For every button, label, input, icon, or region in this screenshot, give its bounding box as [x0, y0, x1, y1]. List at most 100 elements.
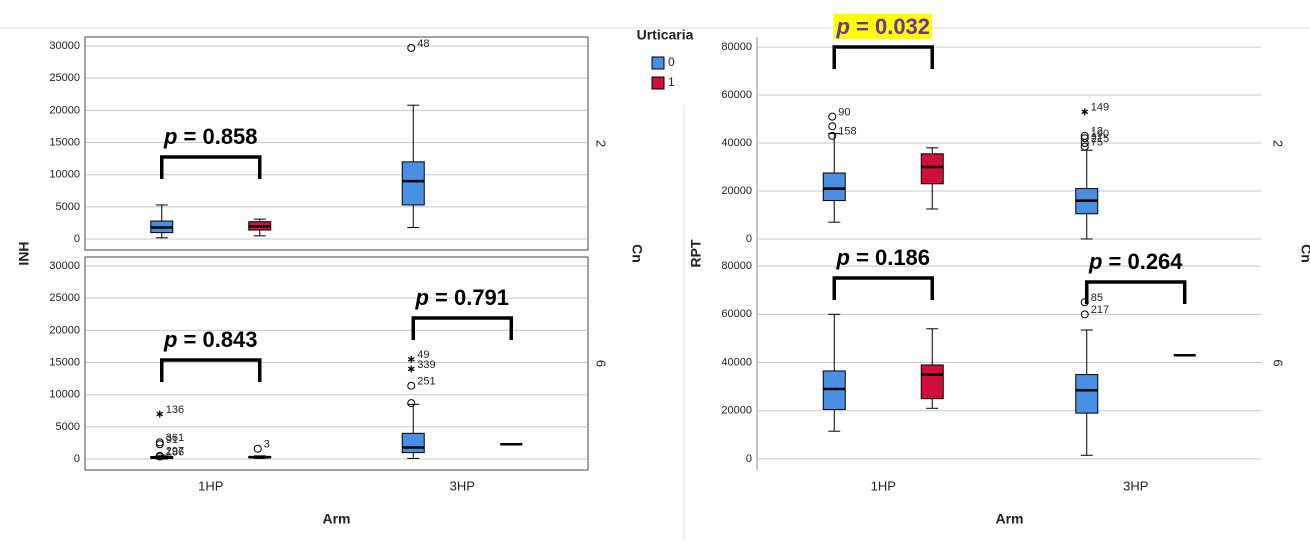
p-value: p = 0.791 [414, 285, 509, 310]
facet-label: 6 [1271, 359, 1286, 366]
y-tick-label: 10000 [49, 169, 80, 181]
y-tick-label: 60000 [721, 89, 752, 101]
y-tick-label: 80000 [721, 41, 752, 53]
box [822, 172, 846, 202]
outlier [407, 399, 416, 408]
outlier-label: 48 [417, 38, 429, 50]
panel-frame [84, 256, 589, 471]
outlier-label: 75 [1091, 137, 1103, 149]
outlier [1080, 310, 1089, 319]
outlier-label: 297 [166, 446, 184, 458]
outlier-label: 3 [264, 439, 270, 451]
y-tick-label: 80000 [721, 260, 752, 272]
x-tick-label: 3HP [1123, 478, 1148, 493]
x-tick-label: 1HP [871, 478, 896, 493]
outlier-label: 158 [838, 126, 856, 138]
highlight [833, 13, 933, 39]
outlier [828, 112, 837, 121]
facet-label: 2 [1271, 140, 1286, 147]
bracket [411, 316, 513, 340]
y-tick-label: 5000 [56, 421, 80, 433]
p-rest: = 0.843 [177, 327, 257, 352]
outlier-label: 149 [1091, 102, 1109, 114]
y-tick-label: 0 [746, 233, 752, 245]
y-tick-label: 10000 [49, 389, 80, 401]
y-tick-label: 20000 [49, 324, 80, 336]
y-axis-label: INH [16, 241, 32, 265]
y-tick-label: 20000 [721, 185, 752, 197]
outlier-label: 339 [417, 359, 435, 371]
outlier [1080, 142, 1089, 151]
p-value: p = 0.858 [163, 124, 258, 149]
outlier-label: 136 [166, 404, 184, 416]
p-value: p = 0.843 [163, 327, 258, 352]
bracket [832, 276, 934, 300]
p-rest: = 0.791 [429, 285, 509, 310]
y-tick-label: 15000 [49, 136, 80, 148]
outlier-label: 215 [1091, 133, 1109, 145]
y-tick-label: 40000 [721, 356, 752, 368]
panel-frame [84, 36, 589, 251]
legend-label: 0 [668, 55, 675, 69]
y-tick-label: 15000 [49, 356, 80, 368]
p-symbol: p [1088, 249, 1102, 274]
outlier [155, 440, 164, 449]
outlier-label: 217 [1091, 304, 1109, 316]
p-symbol: p [835, 14, 849, 39]
outlier-extreme [1081, 108, 1089, 116]
outlier [253, 444, 262, 453]
bracket [160, 155, 262, 179]
p-value: p = 0.186 [835, 245, 930, 270]
facet-label: 6 [594, 360, 609, 367]
y-tick-label: 5000 [56, 201, 80, 213]
box [920, 364, 944, 400]
outlier [1080, 134, 1089, 143]
p-rest: = 0.264 [1102, 249, 1183, 274]
outlier [828, 122, 837, 131]
legend-label: 1 [668, 75, 675, 89]
y-tick-label: 30000 [49, 260, 80, 272]
box [401, 161, 425, 206]
p-symbol: p [163, 327, 177, 352]
outlier-extreme [407, 355, 415, 363]
outlier-label: 190 [1091, 128, 1109, 140]
outlier-label: 186 [166, 446, 184, 458]
p-rest: = 0.032 [850, 14, 930, 39]
bracket [1085, 280, 1187, 304]
y-tick-label: 25000 [49, 72, 80, 84]
box [1075, 374, 1099, 414]
y-tick-label: 20000 [49, 104, 80, 116]
facet-label: 2 [594, 140, 609, 147]
outlier [1080, 139, 1089, 148]
outlier [407, 381, 416, 390]
p-value: p = 0.264 [1088, 249, 1183, 274]
outlier [155, 452, 164, 461]
p-value: p = 0.032 [835, 14, 930, 39]
outlier-label: 49 [417, 349, 429, 361]
p-symbol: p [414, 285, 428, 310]
outlier-label: 361 [166, 432, 184, 444]
x-tick-label: 3HP [450, 478, 475, 493]
y-tick-label: 20000 [721, 405, 752, 417]
y-axis-label: RPT [688, 239, 704, 267]
facet-title: Cn [629, 244, 645, 263]
legend-swatch [651, 56, 665, 70]
x-tick-label: 1HP [198, 478, 223, 493]
y-tick-label: 60000 [721, 308, 752, 320]
y-tick-label: 25000 [49, 292, 80, 304]
x-axis-label: Arm [322, 511, 350, 527]
outlier-label: 91 [166, 434, 178, 446]
bracket [160, 358, 262, 382]
y-tick-label: 0 [74, 233, 80, 245]
bracket [832, 45, 934, 69]
box [920, 153, 944, 185]
y-tick-label: 30000 [49, 40, 80, 52]
p-rest: = 0.186 [850, 245, 930, 270]
outlier-label: 12 [1091, 126, 1103, 138]
facet-title: Cn [1298, 244, 1310, 263]
legend-swatch [651, 76, 665, 90]
outlier-extreme [156, 410, 164, 418]
outlier-label: 90 [838, 107, 850, 119]
y-tick-label: 0 [74, 453, 80, 465]
